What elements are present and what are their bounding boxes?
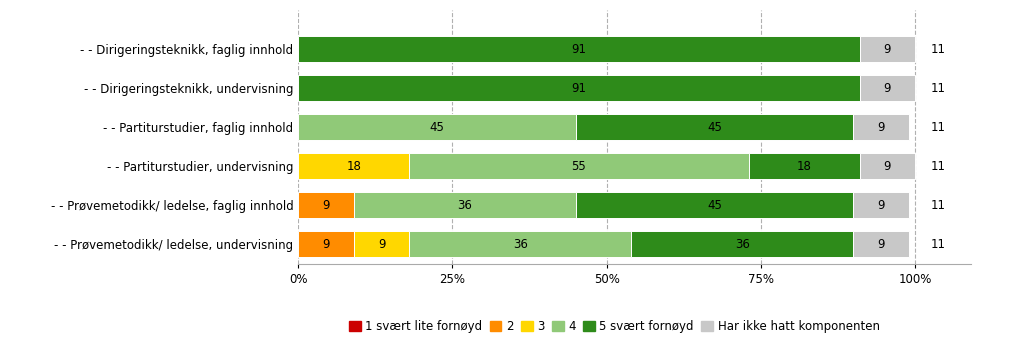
Bar bbox=[298, 75, 859, 101]
Text: 9: 9 bbox=[878, 238, 885, 251]
Bar bbox=[748, 153, 859, 179]
Bar bbox=[298, 232, 354, 257]
Text: 36: 36 bbox=[457, 199, 472, 212]
Bar bbox=[409, 232, 631, 257]
Text: 91: 91 bbox=[571, 43, 586, 56]
Text: 36: 36 bbox=[735, 238, 750, 251]
Bar bbox=[859, 37, 915, 62]
Bar bbox=[298, 192, 354, 218]
Bar bbox=[354, 232, 409, 257]
Text: 11: 11 bbox=[930, 82, 945, 95]
Text: 91: 91 bbox=[571, 82, 586, 95]
Text: 9: 9 bbox=[378, 238, 385, 251]
Text: 45: 45 bbox=[707, 121, 722, 134]
Text: 11: 11 bbox=[930, 238, 945, 251]
Text: 9: 9 bbox=[878, 199, 885, 212]
Bar bbox=[298, 153, 409, 179]
Bar bbox=[631, 232, 853, 257]
Bar bbox=[354, 192, 576, 218]
Bar bbox=[859, 75, 915, 101]
Legend: 1 svært lite fornøyd, 2, 3, 4, 5 svært fornøyd, Har ikke hatt komponenten: 1 svært lite fornøyd, 2, 3, 4, 5 svært f… bbox=[344, 315, 885, 338]
Bar bbox=[853, 115, 909, 140]
Text: 45: 45 bbox=[707, 199, 722, 212]
Text: 11: 11 bbox=[930, 160, 945, 173]
Bar bbox=[576, 192, 853, 218]
Bar bbox=[298, 115, 576, 140]
Text: 11: 11 bbox=[930, 43, 945, 56]
Text: 9: 9 bbox=[884, 82, 891, 95]
Bar bbox=[409, 153, 748, 179]
Bar bbox=[853, 192, 909, 218]
Text: 36: 36 bbox=[513, 238, 528, 251]
Text: 45: 45 bbox=[430, 121, 445, 134]
Text: 18: 18 bbox=[347, 160, 361, 173]
Text: 9: 9 bbox=[878, 121, 885, 134]
Text: 9: 9 bbox=[323, 238, 330, 251]
Bar bbox=[859, 153, 915, 179]
Bar bbox=[576, 115, 853, 140]
Text: 55: 55 bbox=[571, 160, 586, 173]
Text: 9: 9 bbox=[323, 199, 330, 212]
Text: 9: 9 bbox=[884, 43, 891, 56]
Text: 11: 11 bbox=[930, 121, 945, 134]
Text: 9: 9 bbox=[884, 160, 891, 173]
Bar bbox=[298, 37, 859, 62]
Bar bbox=[853, 232, 909, 257]
Text: 11: 11 bbox=[930, 199, 945, 212]
Text: 18: 18 bbox=[797, 160, 812, 173]
